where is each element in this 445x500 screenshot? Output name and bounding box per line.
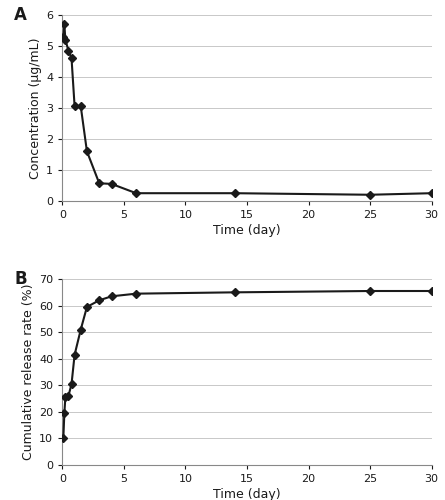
Text: B: B [14,270,27,288]
Y-axis label: Concentration (μg/mL): Concentration (μg/mL) [29,37,42,178]
Y-axis label: Cumulative release rate (%): Cumulative release rate (%) [22,284,35,461]
X-axis label: Time (day): Time (day) [213,224,281,237]
X-axis label: Time (day): Time (day) [213,488,281,500]
Text: A: A [14,6,27,24]
